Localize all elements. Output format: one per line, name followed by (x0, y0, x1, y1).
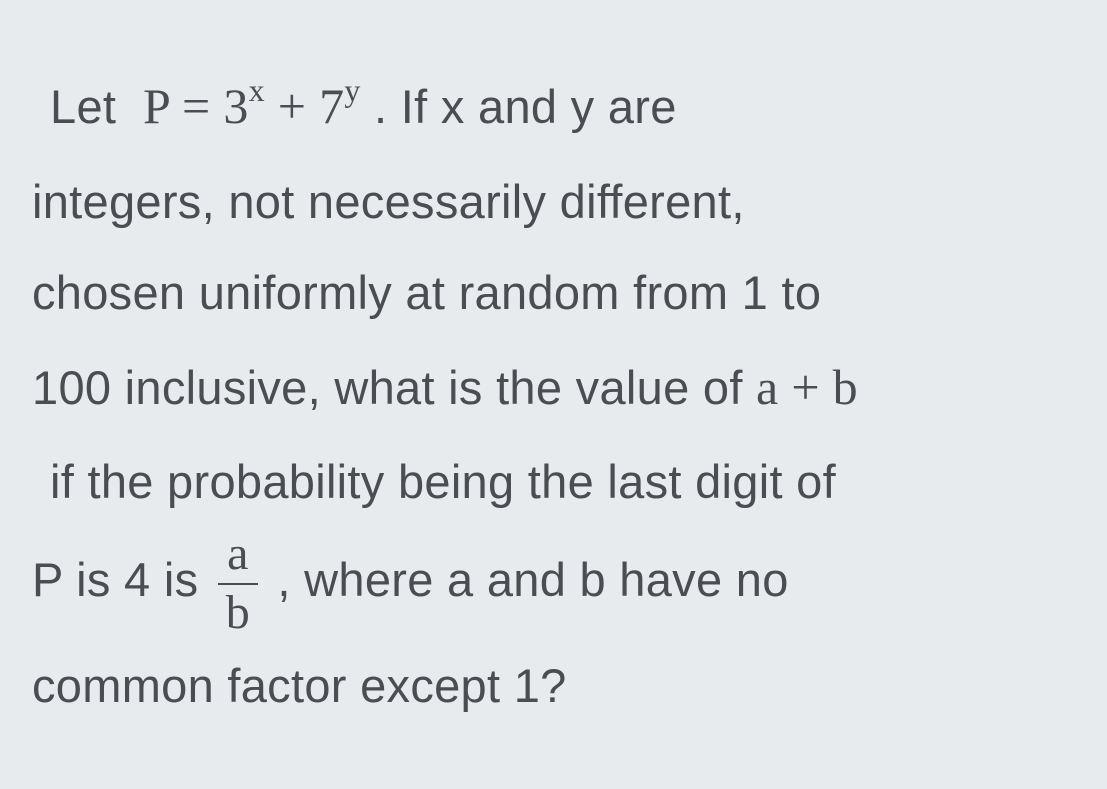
text-let: Let (50, 80, 130, 133)
line-5: if the probability being the last digit … (32, 436, 1075, 528)
eq-equals: = (169, 78, 223, 134)
eq-base1: 3 (223, 78, 248, 134)
line4-prefix: 100 inclusive, what is the value of (32, 361, 756, 414)
line1-suffix: . If x and y are (361, 80, 677, 133)
line-3: chosen uniformly at random from 1 to (32, 247, 1075, 339)
line-1: Let P = 3x + 7y . If x and y are (32, 58, 1075, 156)
line-4: 100 inclusive, what is the value of a + … (32, 339, 1075, 437)
fraction-denominator: b (218, 585, 258, 640)
eq-lhs: P (143, 78, 169, 134)
eq-exp2: y (344, 72, 360, 108)
expr-a-plus-b: a + b (756, 359, 858, 415)
fraction-numerator: a (218, 528, 258, 585)
line6-prefix: P is 4 is (32, 553, 212, 606)
line-7: common factor except 1? (32, 640, 1075, 732)
line6-suffix: , where a and b have no (264, 553, 789, 606)
eq-base2: 7 (319, 78, 344, 134)
problem-text: Let P = 3x + 7y . If x and y are integer… (32, 58, 1075, 731)
line-6: P is 4 is ab , where a and b have no (32, 528, 1075, 640)
eq-plus: + (265, 78, 319, 134)
line-2: integers, not necessarily different, (32, 156, 1075, 248)
equation-P: P = 3x + 7y (143, 78, 361, 134)
eq-exp1: x (249, 72, 265, 108)
fraction-a-over-b: ab (218, 528, 258, 640)
